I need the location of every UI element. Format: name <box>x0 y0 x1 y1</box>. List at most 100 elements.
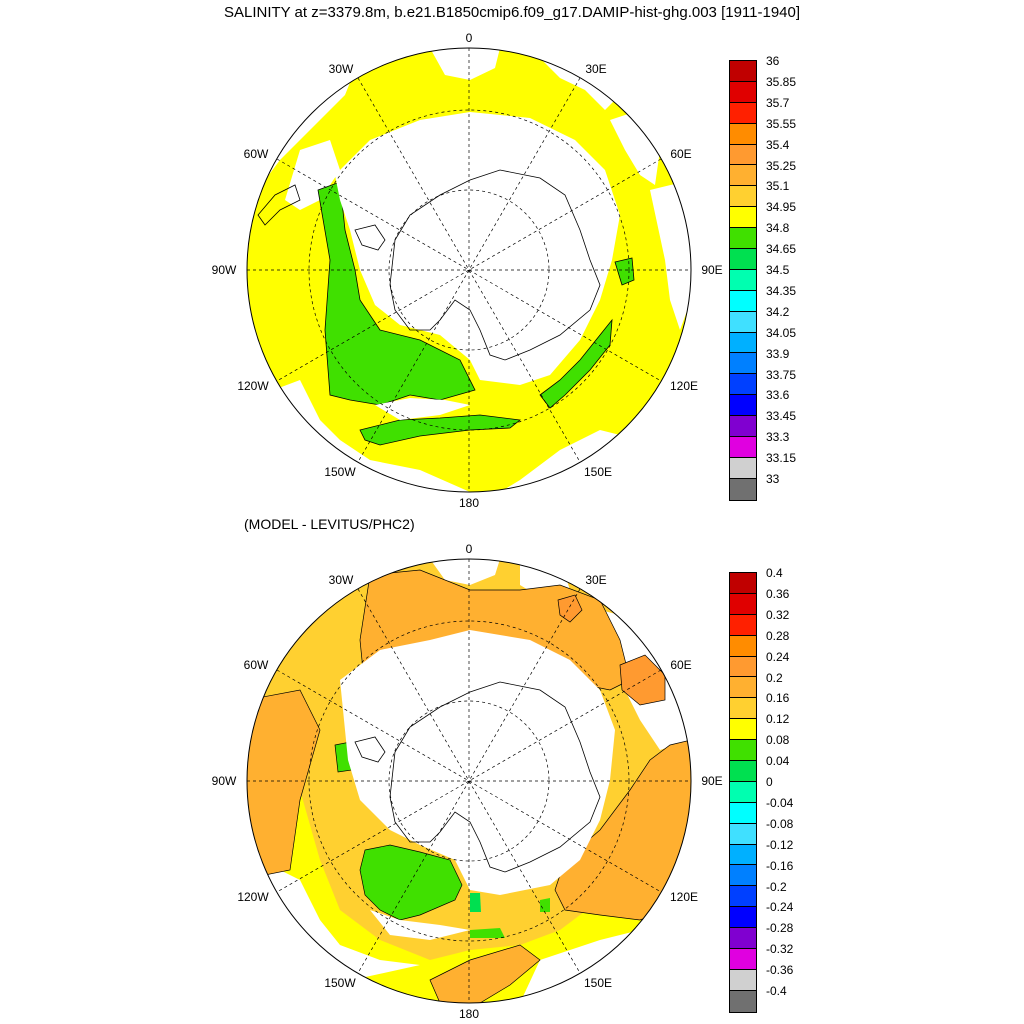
colorbar-tick-label: 0 <box>766 775 773 789</box>
bottom-label-120e: 120E <box>670 890 698 904</box>
colorbar-tick-label: -0.28 <box>766 921 794 936</box>
colorbar-swatch <box>730 457 756 479</box>
colorbar-tick-label: 0.04 <box>766 754 790 769</box>
colorbar-swatch <box>730 395 756 417</box>
colorbar-swatch <box>730 928 756 950</box>
colorbar-tick-label: -0.32 <box>766 942 794 957</box>
colorbar-swatch <box>730 81 756 103</box>
colorbar-tick-label: -0.4 <box>766 984 787 998</box>
colorbar-swatch <box>730 573 756 594</box>
bottom-label-90w: 90W <box>212 774 237 788</box>
colorbar-swatch <box>730 781 756 803</box>
colorbar-swatch <box>730 886 756 908</box>
top-label-30e: 30E <box>585 62 606 76</box>
colorbar-swatch <box>730 740 756 762</box>
bottom-label-30w: 30W <box>329 573 354 587</box>
colorbar-swatch <box>730 656 756 678</box>
colorbar-tick-label: 33.15 <box>766 451 797 466</box>
colorbar-top <box>729 60 757 501</box>
colorbar-tick-label: 33.6 <box>766 388 790 403</box>
colorbar-swatch <box>730 249 756 270</box>
colorbar-tick-label: 33.75 <box>766 367 797 382</box>
colorbar-swatch <box>730 614 756 636</box>
colorbar-tick-label: 35.4 <box>766 137 790 152</box>
colorbar-tick-label: 0.08 <box>766 733 790 748</box>
bottom-label-150w: 150W <box>324 976 356 990</box>
colorbar-bottom <box>729 572 757 1013</box>
bottom-label-120w: 120W <box>237 890 269 904</box>
colorbar-swatch <box>730 207 756 229</box>
colorbar-tick-label: 0.2 <box>766 670 783 685</box>
top-label-30w: 30W <box>329 62 354 76</box>
colorbar-swatch <box>730 332 756 354</box>
colorbar-tick-label: -0.36 <box>766 963 794 978</box>
bottom-label-60w: 60W <box>244 658 269 672</box>
colorbar-swatch <box>730 761 756 782</box>
colorbar-tick-label: 33.3 <box>766 430 790 445</box>
colorbar-tick-label: 0.24 <box>766 649 790 664</box>
colorbar-swatch <box>730 416 756 438</box>
top-label-60w: 60W <box>244 147 269 161</box>
colorbar-tick-label: 36 <box>766 54 780 68</box>
colorbar-tick-label: -0.04 <box>766 795 794 810</box>
colorbar-swatch <box>730 907 756 929</box>
colorbar-tick-label: 33.9 <box>766 346 790 361</box>
colorbar-tick-label: 34.95 <box>766 200 797 215</box>
plot-title: SALINITY at z=3379.8m, b.e21.B1850cmip6.… <box>223 4 801 21</box>
colorbar-swatch <box>730 311 756 333</box>
bottom-map: 0 30E 60E 90E 120E 150E 180 150W 120W 90… <box>212 542 723 1021</box>
colorbar-tick-label: -0.2 <box>766 879 787 894</box>
colorbar-swatch <box>730 593 756 615</box>
colorbar-swatch <box>730 823 756 845</box>
bottom-label-150e: 150E <box>584 976 612 990</box>
top-label-150w: 150W <box>324 465 356 479</box>
colorbar-swatch <box>730 186 756 208</box>
colorbar-swatch <box>730 269 756 291</box>
colorbar-swatch <box>730 677 756 699</box>
colorbar-swatch <box>730 437 756 458</box>
top-label-90w: 90W <box>212 263 237 277</box>
colorbar-tick-label: 35.55 <box>766 116 797 131</box>
colorbar-tick-label: 33 <box>766 472 780 486</box>
colorbar-tick-label: 0.28 <box>766 628 790 643</box>
colorbar-tick-label: 0.32 <box>766 607 790 622</box>
top-label-90e: 90E <box>701 263 722 277</box>
colorbar-swatch <box>730 478 756 500</box>
bottom-label-60e: 60E <box>670 658 691 672</box>
colorbar-swatch <box>730 123 756 145</box>
top-map-boundary <box>246 47 692 493</box>
colorbar-tick-label: -0.24 <box>766 900 794 915</box>
colorbar-swatch <box>730 635 756 657</box>
bottom-label-180: 180 <box>459 1007 479 1021</box>
colorbar-swatch <box>730 353 756 375</box>
colorbar-tick-label: 34.2 <box>766 304 790 319</box>
colorbar-tick-label: 34.65 <box>766 242 797 257</box>
colorbar-swatch <box>730 844 756 866</box>
colorbar-tick-label: 33.45 <box>766 409 797 424</box>
colorbar-tick-label: 0.12 <box>766 712 790 727</box>
colorbar-tick-label: 34.5 <box>766 263 790 277</box>
colorbar-tick-label: 35.1 <box>766 179 790 194</box>
colorbar-tick-label: 34.35 <box>766 283 797 298</box>
colorbar-swatch <box>730 290 756 312</box>
colorbar-tick-label: 35.85 <box>766 74 797 89</box>
colorbar-swatch <box>730 719 756 741</box>
colorbar-swatch <box>730 144 756 166</box>
colorbar-tick-label: 0.4 <box>766 566 783 580</box>
plot-subtitle: (MODEL - LEVITUS/PHC2) <box>244 516 415 532</box>
top-label-60e: 60E <box>670 147 691 161</box>
colorbar-swatch <box>730 61 756 82</box>
colorbar-tick-label: -0.08 <box>766 816 794 831</box>
colorbar-tick-label: -0.16 <box>766 858 794 873</box>
colorbar-tick-label: 35.25 <box>766 158 797 173</box>
colorbar-tick-label: 34.8 <box>766 221 790 236</box>
colorbar-swatch <box>730 969 756 991</box>
colorbar-swatch <box>730 698 756 720</box>
colorbar-tick-label: 35.7 <box>766 95 790 110</box>
colorbar-tick-label: -0.12 <box>766 837 794 852</box>
bottom-label-30e: 30E <box>585 573 606 587</box>
colorbar-swatch <box>730 228 756 250</box>
colorbar-tick-label: 34.05 <box>766 325 797 340</box>
colorbar-swatch <box>730 102 756 124</box>
